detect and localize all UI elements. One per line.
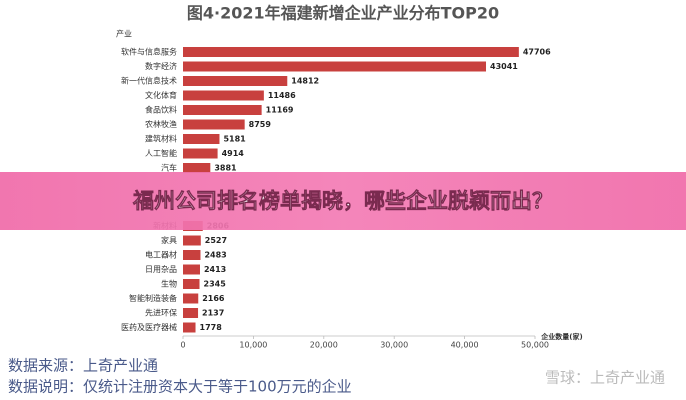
banner-band bbox=[0, 172, 686, 230]
y-tick-label: 电工器材 bbox=[145, 250, 177, 260]
bar bbox=[183, 47, 519, 57]
bar bbox=[183, 279, 200, 289]
x-tick-label: 40,000 bbox=[451, 341, 479, 350]
y-tick-label: 新一代信息技术 bbox=[121, 76, 177, 86]
value-label: 11486 bbox=[268, 91, 296, 100]
bar bbox=[183, 308, 199, 318]
value-label: 3881 bbox=[214, 164, 237, 173]
bar bbox=[183, 119, 245, 130]
value-label: 2413 bbox=[204, 265, 226, 274]
value-label: 5181 bbox=[223, 135, 246, 144]
footer-source: 数据来源：上奇产业通 bbox=[8, 357, 158, 375]
y-tick-label: 家具 bbox=[161, 235, 177, 245]
y-tick-label: 人工智能 bbox=[145, 148, 177, 158]
bar bbox=[183, 235, 201, 246]
value-label: 47706 bbox=[523, 48, 551, 57]
chart-title: 图4·2021年福建新增企业产业分布TOP20 bbox=[187, 4, 499, 23]
bar bbox=[183, 264, 200, 275]
y-tick-label: 数字经济 bbox=[145, 61, 177, 71]
y-tick-label: 生物 bbox=[161, 279, 177, 289]
value-label: 14812 bbox=[291, 77, 319, 86]
bar bbox=[183, 322, 196, 333]
value-label: 43041 bbox=[490, 62, 518, 71]
value-label: 2166 bbox=[202, 294, 225, 303]
y-axis-label: 产业 bbox=[116, 29, 132, 39]
value-label: 11169 bbox=[266, 106, 294, 115]
bar bbox=[183, 90, 264, 101]
value-label: 1778 bbox=[200, 323, 223, 332]
x-tick-label: 0 bbox=[180, 341, 185, 350]
x-tick-label: 30,000 bbox=[380, 341, 408, 350]
bar bbox=[183, 105, 262, 115]
x-axis-label: 企业数量(家) bbox=[540, 332, 582, 341]
y-tick-label: 建筑材料 bbox=[145, 134, 177, 144]
y-tick-label: 汽车 bbox=[161, 163, 177, 173]
y-tick-label: 先进环保 bbox=[145, 308, 177, 318]
y-tick-label: 文化体育 bbox=[145, 90, 177, 100]
y-tick-label: 日用杂品 bbox=[145, 265, 177, 274]
bar bbox=[183, 134, 220, 144]
x-tick-label: 50,000 bbox=[521, 341, 549, 350]
value-label: 2527 bbox=[205, 236, 227, 245]
x-tick-label: 20,000 bbox=[310, 341, 338, 350]
bar bbox=[183, 61, 487, 72]
value-label: 2137 bbox=[202, 309, 224, 318]
value-label: 2345 bbox=[204, 280, 227, 289]
banner-text: 福州公司排名榜单揭晓，哪些企业脱颖而出？ bbox=[132, 189, 553, 213]
watermark: 雪球：上奇产业通 bbox=[545, 369, 665, 387]
bar bbox=[183, 148, 218, 159]
value-label: 8759 bbox=[249, 120, 272, 129]
value-label: 4914 bbox=[222, 149, 245, 158]
y-tick-label: 软件与信息服务 bbox=[121, 47, 177, 57]
y-tick-label: 智能制造装备 bbox=[129, 293, 177, 303]
bar bbox=[183, 163, 211, 173]
bar bbox=[183, 250, 201, 260]
bar bbox=[183, 76, 288, 86]
x-tick-label: 10,000 bbox=[239, 341, 267, 350]
value-label: 2483 bbox=[204, 251, 226, 260]
y-tick-label: 食品饮料 bbox=[145, 105, 177, 115]
bar bbox=[183, 293, 199, 304]
footer-note: 数据说明：仅统计注册资本大于等于100万元的企业 bbox=[8, 378, 352, 396]
y-tick-label: 农林牧渔 bbox=[145, 119, 177, 129]
y-tick-label: 医药及医疗器械 bbox=[121, 322, 177, 332]
